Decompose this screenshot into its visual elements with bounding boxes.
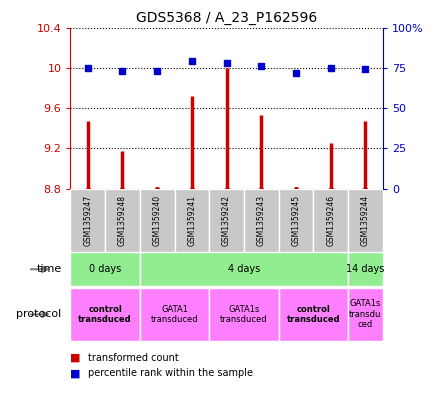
Text: GSM1359248: GSM1359248 — [118, 195, 127, 246]
Text: ■: ■ — [70, 353, 81, 363]
Text: transformed count: transformed count — [88, 353, 179, 363]
Text: GSM1359247: GSM1359247 — [83, 195, 92, 246]
Text: 4 days: 4 days — [228, 264, 260, 274]
Bar — [140, 189, 175, 252]
Text: percentile rank within the sample: percentile rank within the sample — [88, 368, 253, 378]
Text: time: time — [37, 264, 62, 274]
Title: GDS5368 / A_23_P162596: GDS5368 / A_23_P162596 — [136, 11, 317, 25]
Text: GSM1359242: GSM1359242 — [222, 195, 231, 246]
Bar — [70, 288, 140, 341]
Text: GATA1s
transduced: GATA1s transduced — [220, 305, 268, 324]
Text: 0 days: 0 days — [89, 264, 121, 274]
Text: protocol: protocol — [16, 309, 62, 320]
Bar — [105, 189, 140, 252]
Text: 14 days: 14 days — [346, 264, 385, 274]
Text: GSM1359241: GSM1359241 — [187, 195, 196, 246]
Bar — [348, 189, 383, 252]
Text: GSM1359244: GSM1359244 — [361, 195, 370, 246]
Bar — [279, 189, 313, 252]
Text: GATA1s
transdu
ced: GATA1s transdu ced — [349, 299, 381, 329]
Text: GSM1359245: GSM1359245 — [292, 195, 301, 246]
Text: GSM1359246: GSM1359246 — [326, 195, 335, 246]
Bar — [140, 252, 348, 286]
Bar — [348, 252, 383, 286]
Bar — [348, 288, 383, 341]
Bar — [313, 189, 348, 252]
Text: ■: ■ — [70, 368, 81, 378]
Bar — [209, 288, 279, 341]
Text: GATA1
transduced: GATA1 transduced — [151, 305, 198, 324]
Bar — [70, 252, 140, 286]
Bar — [279, 288, 348, 341]
Text: control
transduced: control transduced — [78, 305, 132, 324]
Bar — [175, 189, 209, 252]
Bar — [70, 189, 105, 252]
Bar — [140, 288, 209, 341]
Text: control
transduced: control transduced — [286, 305, 340, 324]
Text: GSM1359240: GSM1359240 — [153, 195, 161, 246]
Bar — [244, 189, 279, 252]
Text: GSM1359243: GSM1359243 — [257, 195, 266, 246]
Bar — [209, 189, 244, 252]
